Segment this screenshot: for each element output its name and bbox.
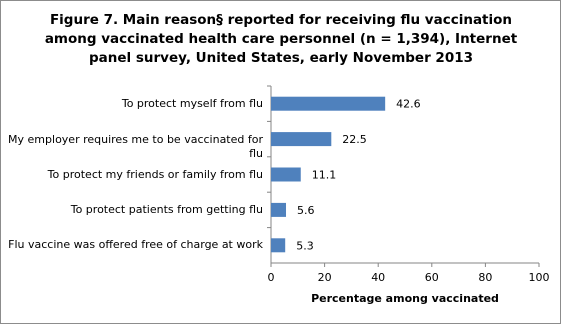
bar (271, 132, 332, 147)
chart-title: Figure 7. Main reason§ reported for rece… (44, 12, 518, 66)
bar (271, 96, 386, 111)
x-tick-label: 40 (371, 271, 385, 284)
value-label: 5.3 (296, 239, 314, 252)
category-label: To protect myself from flu (121, 96, 263, 110)
value-label: 42.6 (396, 98, 421, 111)
category-label: My employer requires me to be vaccinated… (8, 133, 263, 161)
x-tick-label: 80 (478, 271, 492, 284)
bar (271, 238, 286, 253)
value-label: 5.6 (297, 204, 315, 217)
x-tick-label: 60 (425, 271, 439, 284)
value-label: 11.1 (312, 169, 337, 182)
bar (271, 167, 301, 182)
bar (271, 202, 287, 217)
value-label: 22.5 (342, 133, 367, 146)
x-tick-label: 20 (318, 271, 332, 284)
x-tick-label: 0 (268, 271, 275, 284)
x-tick-label: 100 (529, 271, 550, 284)
category-label: To protect patients from getting flu (70, 202, 263, 216)
category-label: To protect my friends or family from flu (47, 167, 263, 181)
category-label: Flu vaccine was offered free of charge a… (8, 238, 263, 252)
x-axis-label: Percentage among vaccinated (311, 292, 499, 305)
